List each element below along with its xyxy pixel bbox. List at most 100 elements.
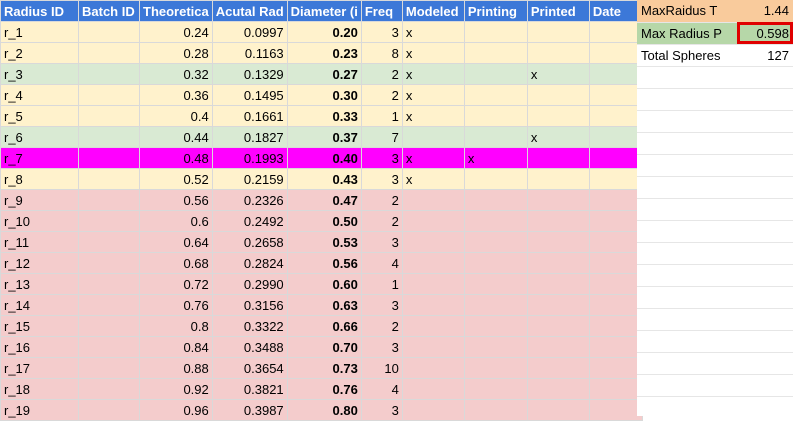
cell-freq[interactable]: 7	[360, 126, 403, 148]
cell-radius-id[interactable]: r_14	[0, 294, 79, 316]
cell-date[interactable]	[588, 21, 643, 43]
cell-modeled[interactable]	[401, 210, 465, 232]
cell-freq[interactable]: 3	[360, 399, 403, 421]
cell-theoretical[interactable]: 0.72	[139, 273, 213, 295]
cell-diameter[interactable]: 0.73	[286, 357, 362, 379]
cell-batch-id[interactable]	[78, 168, 140, 190]
cell-theoretical[interactable]: 0.52	[139, 168, 213, 190]
cell-freq[interactable]: 2	[360, 210, 403, 232]
cell-actual-radius[interactable]: 0.1827	[211, 126, 288, 148]
cell-theoretical[interactable]: 0.68	[139, 252, 213, 274]
cell-printed[interactable]	[526, 84, 590, 106]
cell-modeled[interactable]	[401, 357, 465, 379]
cell-batch-id[interactable]	[78, 189, 140, 211]
summary-label-cell[interactable]: Max Radius P	[637, 22, 737, 45]
cell-radius-id[interactable]: r_13	[0, 273, 79, 295]
cell-freq[interactable]: 2	[360, 189, 403, 211]
cell-diameter[interactable]: 0.76	[286, 378, 362, 400]
header-batch-id[interactable]: Batch ID	[78, 0, 140, 22]
header-diameter[interactable]: Diameter (i	[286, 0, 362, 22]
cell-modeled[interactable]: x	[401, 42, 465, 64]
cell-diameter[interactable]: 0.20	[286, 21, 362, 43]
cell-printing[interactable]	[463, 21, 528, 43]
cell-printing[interactable]	[463, 399, 528, 421]
cell-actual-radius[interactable]: 0.1661	[211, 105, 288, 127]
cell-batch-id[interactable]	[78, 315, 140, 337]
cell-actual-radius[interactable]: 0.3821	[211, 378, 288, 400]
cell-printed[interactable]	[526, 105, 590, 127]
cell-date[interactable]	[588, 84, 643, 106]
cell-modeled[interactable]	[401, 231, 465, 253]
cell-date[interactable]	[588, 105, 643, 127]
cell-date[interactable]	[588, 231, 643, 253]
cell-theoretical[interactable]: 0.88	[139, 357, 213, 379]
cell-printing[interactable]	[463, 357, 528, 379]
cell-printed[interactable]: x	[526, 63, 590, 85]
cell-date[interactable]	[588, 336, 643, 358]
cell-diameter[interactable]: 0.43	[286, 168, 362, 190]
header-freq[interactable]: Freq	[360, 0, 403, 22]
cell-actual-radius[interactable]: 0.2990	[211, 273, 288, 295]
cell-actual-radius[interactable]: 0.2492	[211, 210, 288, 232]
header-printing[interactable]: Printing	[463, 0, 528, 22]
cell-freq[interactable]: 3	[360, 21, 403, 43]
cell-date[interactable]	[588, 168, 643, 190]
cell-date[interactable]	[588, 378, 643, 400]
cell-theoretical[interactable]: 0.6	[139, 210, 213, 232]
cell-freq[interactable]: 3	[360, 168, 403, 190]
cell-printing[interactable]	[463, 105, 528, 127]
cell-date[interactable]	[588, 147, 643, 169]
cell-radius-id[interactable]: r_2	[0, 42, 79, 64]
cell-actual-radius[interactable]: 0.1163	[211, 42, 288, 64]
cell-radius-id[interactable]: r_7	[0, 147, 79, 169]
summary-label-cell[interactable]: MaxRaidus T	[637, 0, 737, 23]
cell-modeled[interactable]: x	[401, 84, 465, 106]
cell-printing[interactable]	[463, 42, 528, 64]
cell-diameter[interactable]: 0.63	[286, 294, 362, 316]
cell-theoretical[interactable]: 0.56	[139, 189, 213, 211]
cell-date[interactable]	[588, 210, 643, 232]
cell-diameter[interactable]: 0.50	[286, 210, 362, 232]
cell-date[interactable]	[588, 315, 643, 337]
cell-modeled[interactable]	[401, 126, 465, 148]
cell-modeled[interactable]	[401, 273, 465, 295]
cell-freq[interactable]: 4	[360, 252, 403, 274]
cell-actual-radius[interactable]: 0.3156	[211, 294, 288, 316]
cell-batch-id[interactable]	[78, 273, 140, 295]
cell-printed[interactable]	[526, 336, 590, 358]
cell-printing[interactable]	[463, 231, 528, 253]
cell-diameter[interactable]: 0.60	[286, 273, 362, 295]
cell-theoretical[interactable]: 0.96	[139, 399, 213, 421]
cell-actual-radius[interactable]: 0.1329	[211, 63, 288, 85]
cell-batch-id[interactable]	[78, 63, 140, 85]
cell-printed[interactable]	[526, 21, 590, 43]
cell-modeled[interactable]: x	[401, 105, 465, 127]
cell-diameter[interactable]: 0.33	[286, 105, 362, 127]
cell-freq[interactable]: 10	[360, 357, 403, 379]
cell-theoretical[interactable]: 0.76	[139, 294, 213, 316]
cell-batch-id[interactable]	[78, 126, 140, 148]
cell-printing[interactable]	[463, 294, 528, 316]
cell-radius-id[interactable]: r_8	[0, 168, 79, 190]
cell-date[interactable]	[588, 273, 643, 295]
cell-radius-id[interactable]: r_5	[0, 105, 79, 127]
cell-printing[interactable]	[463, 168, 528, 190]
cell-actual-radius[interactable]: 0.3987	[211, 399, 288, 421]
cell-freq[interactable]: 4	[360, 378, 403, 400]
cell-actual-radius[interactable]: 0.3654	[211, 357, 288, 379]
cell-theoretical[interactable]: 0.36	[139, 84, 213, 106]
cell-date[interactable]	[588, 42, 643, 64]
cell-modeled[interactable]	[401, 294, 465, 316]
cell-radius-id[interactable]: r_16	[0, 336, 79, 358]
cell-modeled[interactable]: x	[401, 168, 465, 190]
cell-date[interactable]	[588, 126, 643, 148]
cell-radius-id[interactable]: r_12	[0, 252, 79, 274]
cell-printing[interactable]: x	[463, 147, 528, 169]
cell-theoretical[interactable]: 0.28	[139, 42, 213, 64]
cell-diameter[interactable]: 0.23	[286, 42, 362, 64]
cell-modeled[interactable]	[401, 189, 465, 211]
cell-printing[interactable]	[463, 378, 528, 400]
cell-freq[interactable]: 3	[360, 336, 403, 358]
selected-cell[interactable]: 0.598	[737, 22, 793, 45]
cell-date[interactable]	[588, 294, 643, 316]
